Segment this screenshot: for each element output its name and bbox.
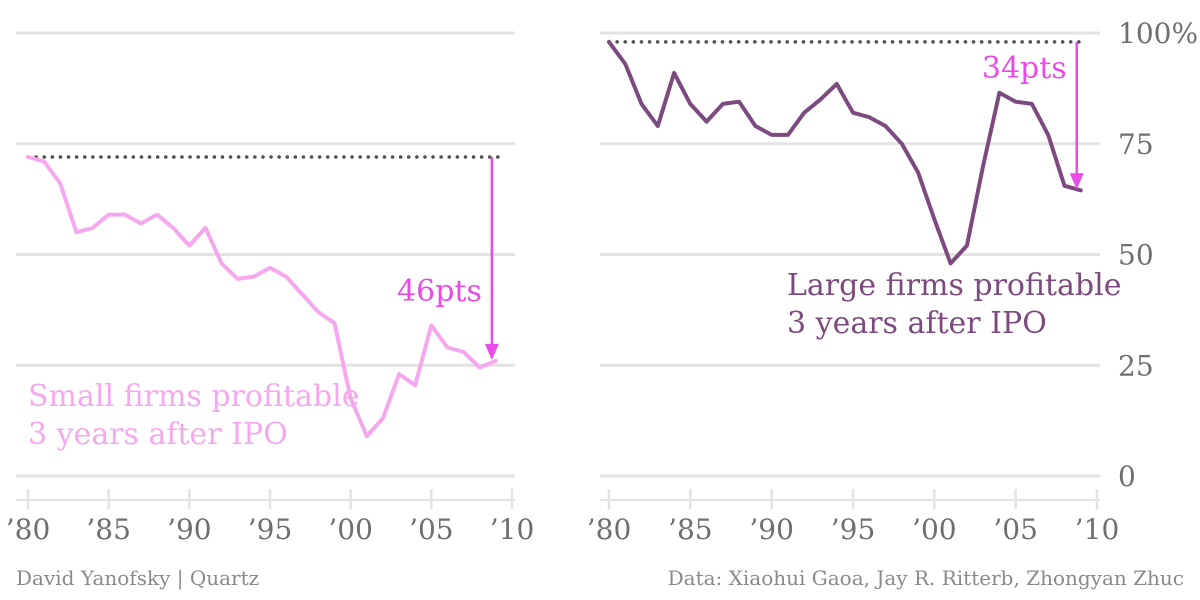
y-tick-label: 100% <box>1118 17 1198 50</box>
x-tick-label: ’85 <box>668 513 713 546</box>
drop-annotation-label: 34pts <box>982 51 1067 86</box>
large-firms-panel: ’80 ’85 ’90 ’95 ’00 ’05 ’10 0 25 50 75 100% 34pts Lar… <box>587 17 1198 546</box>
drop-annotation-label: 46pts <box>397 274 482 309</box>
y-tick-label: 75 <box>1118 128 1154 161</box>
series-label: Large firms profitable 3 years after IPO <box>787 268 1121 341</box>
x-tick-label: ’90 <box>749 513 794 546</box>
series-line <box>607 39 1083 266</box>
y-tick-label: 25 <box>1118 349 1154 382</box>
series-line <box>26 155 498 439</box>
x-tick-label: ’80 <box>6 513 51 546</box>
drop-arrow-head <box>1069 173 1084 190</box>
series-label-line: 3 years after IPO <box>28 417 288 452</box>
small-firms-panel: ’80 ’85 ’90 ’95 ’00 ’05 ’10 46pts Small firms pr… <box>6 31 535 546</box>
x-tick-label: ’95 <box>248 513 293 546</box>
y-tick-label: 50 <box>1118 239 1154 272</box>
x-tick-label: ’80 <box>587 513 632 546</box>
author-credit: David Yanofsky | Quartz <box>16 566 260 590</box>
series-label-line: Large firms profitable <box>787 268 1121 303</box>
x-tick-label: ’05 <box>409 513 454 546</box>
drop-arrow-head <box>484 343 499 360</box>
series-label-line: Small firms profitable <box>28 379 359 414</box>
series-label-line: 3 years after IPO <box>787 306 1047 341</box>
series-label: Small firms profitable 3 years after IPO <box>28 379 359 452</box>
x-tick-label: ’00 <box>912 513 957 546</box>
x-tick-label: ’85 <box>86 513 131 546</box>
data-source-credit: Data: Xiaohui Gaoa, Jay R. Ritterb, Zhon… <box>667 566 1184 590</box>
x-tick-label: ’90 <box>167 513 212 546</box>
x-tick-label: ’05 <box>993 513 1038 546</box>
x-tick-label: ’95 <box>831 513 876 546</box>
x-tick-label: ’10 <box>490 513 535 546</box>
y-tick-label: 0 <box>1118 460 1136 493</box>
x-tick-label: ’10 <box>1075 513 1120 546</box>
x-tick-label: ’00 <box>328 513 373 546</box>
